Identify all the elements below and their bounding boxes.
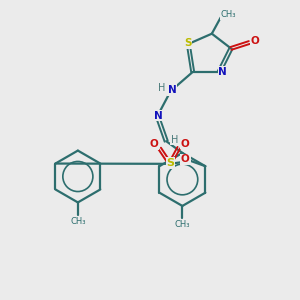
Text: O: O xyxy=(251,36,260,46)
Text: H: H xyxy=(171,135,178,145)
Text: H: H xyxy=(158,83,166,93)
Text: N: N xyxy=(218,67,227,77)
Text: O: O xyxy=(149,140,158,149)
Text: CH₃: CH₃ xyxy=(175,220,190,229)
Text: CH₃: CH₃ xyxy=(70,217,85,226)
Text: CH₃: CH₃ xyxy=(220,10,236,19)
Text: S: S xyxy=(167,158,175,168)
Text: N: N xyxy=(154,110,163,121)
Text: O: O xyxy=(180,139,189,148)
Text: N: N xyxy=(168,85,176,95)
Text: O: O xyxy=(181,154,190,164)
Text: S: S xyxy=(184,38,191,48)
